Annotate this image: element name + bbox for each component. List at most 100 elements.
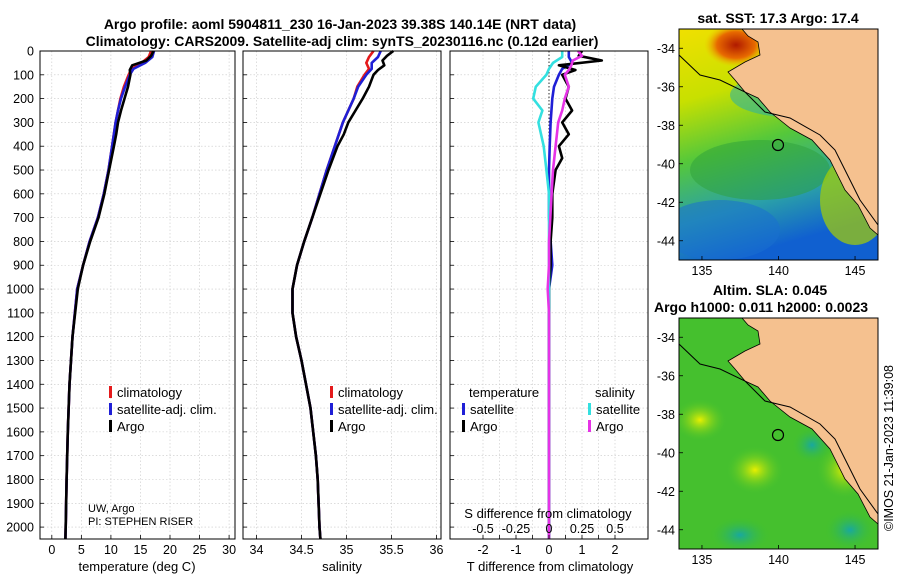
sst-lat-tick-label-2: -38 bbox=[657, 119, 675, 133]
sst-depth-contour bbox=[679, 54, 878, 226]
sst-lat-tick-label-5: -44 bbox=[657, 234, 675, 248]
legend-title-temperature: temperature bbox=[469, 385, 539, 400]
salinity-panel: 34 34.5 35 35.5 36 salinity climatology sate… bbox=[242, 49, 443, 574]
sst-map-panel: sat. SST: 17.3 Argo: 17.4 -34 -36 -38 -40 -4… bbox=[657, 10, 879, 278]
salinity-axes-frame bbox=[242, 50, 442, 540]
salinity-legend: climatology satellite-adj. clim. Argo bbox=[330, 385, 438, 434]
sst-green-patch bbox=[690, 140, 830, 200]
salinity-grid bbox=[243, 50, 441, 539]
depth-tick-label-2: 200 bbox=[13, 92, 34, 106]
depth-tick-label-9: 900 bbox=[13, 259, 34, 273]
depth-axis-ticks: 0 100 200 300 400 500 600 700 800 900 1000 1100 1200… bbox=[6, 45, 34, 535]
s-difference-tick-label-0: -0.5 bbox=[472, 522, 494, 536]
sla-map-title-line2: Argo h1000: 0.011 h2000: 0.0023 bbox=[654, 299, 868, 315]
sst-lat-tick-label-1: -36 bbox=[657, 80, 675, 94]
sla-low-blob-2 bbox=[825, 510, 875, 549]
temperature-xtick-label-2: 10 bbox=[104, 543, 118, 557]
temperature-axes-frame bbox=[39, 50, 236, 540]
temperature-xtick-label-0: 0 bbox=[48, 543, 55, 557]
temperature-axis-label: temperature (deg C) bbox=[78, 559, 195, 574]
legend-label-s-argo: Argo bbox=[596, 419, 623, 434]
depth-tick-label-12: 1200 bbox=[6, 330, 34, 344]
sla-lon-ticks: 135 140 145 bbox=[692, 545, 866, 567]
difference-panel: -2 -1 0 1 2 -0.5 -0.25 0 0.25 0.5 S difference f… bbox=[449, 50, 649, 574]
depth-tick-label-3: 300 bbox=[13, 116, 34, 130]
sla-map-title-line1: Altim. SLA: 0.045 bbox=[713, 282, 828, 298]
s-difference-axis-ticks: -0.5 -0.25 0 0.25 0.5 bbox=[472, 522, 624, 536]
depth-tick-label-0: 0 bbox=[27, 45, 34, 59]
credit-pi: PI: STEPHEN RISER bbox=[88, 516, 193, 528]
s-difference-axis-label: S difference from climatology bbox=[464, 506, 632, 521]
sla-map-field bbox=[679, 318, 878, 549]
sst-lon-tick-label-0: 135 bbox=[692, 264, 713, 278]
depth-tick-label-19: 1900 bbox=[6, 497, 34, 511]
salinity-axis-label: salinity bbox=[322, 559, 362, 574]
sla-lat-tick-label-5: -44 bbox=[657, 523, 675, 537]
salinity-series bbox=[291, 49, 395, 540]
t-difference-axis-label: T difference from climatology bbox=[467, 559, 634, 574]
legend-swatch-t-satellite bbox=[462, 403, 465, 415]
depth-tick-label-20: 2000 bbox=[6, 521, 34, 535]
figure-title-line2: Climatology: CARS2009. Satellite-adj cli… bbox=[86, 33, 599, 49]
sst-argo-location-marker bbox=[771, 138, 785, 152]
s-difference-tick-label-1: -0.25 bbox=[502, 522, 531, 536]
temperature-plot-area bbox=[40, 51, 235, 539]
salinity-xtick-label-1: 34.5 bbox=[289, 543, 313, 557]
sst-lon-ticks: 135 140 145 bbox=[692, 256, 866, 278]
temperature-xtick-label-4: 20 bbox=[163, 543, 177, 557]
depth-tick-label-1: 100 bbox=[13, 68, 34, 82]
depth-tick-label-7: 700 bbox=[13, 211, 34, 225]
difference-series-3 bbox=[546, 50, 584, 539]
depth-tick-label-8: 800 bbox=[13, 235, 34, 249]
legend-swatch-satellite-adj-clim-2 bbox=[330, 403, 333, 415]
sst-lon-tick-label-1: 140 bbox=[768, 264, 789, 278]
sst-lat-ticks: -34 -36 -38 -40 -42 -44 bbox=[657, 42, 683, 248]
legend-label-t-argo: Argo bbox=[470, 419, 497, 434]
sla-lat-ticks: -34 -36 -38 -40 -42 -44 bbox=[657, 331, 683, 537]
sst-lat-tick-label-3: -40 bbox=[657, 157, 675, 171]
s-difference-tick-label-2: 0 bbox=[546, 522, 553, 536]
legend-swatch-argo-2 bbox=[330, 420, 333, 432]
sla-lon-tick-label-0: 135 bbox=[692, 553, 713, 567]
depth-tick-label-16: 1600 bbox=[6, 425, 34, 439]
legend-label-argo: Argo bbox=[117, 419, 144, 434]
sla-high-blob-1 bbox=[679, 398, 728, 442]
salinity-xtick-label-0: 34 bbox=[250, 543, 264, 557]
sla-lat-tick-label-1: -36 bbox=[657, 369, 675, 383]
sla-high-blob-2 bbox=[725, 445, 785, 495]
legend-swatch-climatology-2 bbox=[330, 386, 333, 398]
temperature-xtick-label-3: 15 bbox=[134, 543, 148, 557]
sla-depth-contour bbox=[679, 343, 878, 515]
depth-tick-label-17: 1700 bbox=[6, 449, 34, 463]
sla-lat-tick-label-2: -38 bbox=[657, 408, 675, 422]
credit-institution: UW, Argo bbox=[88, 503, 134, 515]
difference-xtick-label-6: 1 bbox=[579, 543, 586, 557]
depth-tick-label-5: 500 bbox=[13, 164, 34, 178]
depth-tick-label-10: 1000 bbox=[6, 283, 34, 297]
sst-cold-patch bbox=[679, 200, 780, 260]
temperature-series-2 bbox=[64, 50, 155, 540]
temperature-xtick-label-1: 5 bbox=[78, 543, 85, 557]
sst-map-title: sat. SST: 17.3 Argo: 17.4 bbox=[697, 10, 859, 26]
temperature-series bbox=[64, 50, 156, 540]
temperature-axis-ticks: 0 5 10 15 20 25 30 bbox=[48, 535, 236, 557]
legend-swatch-argo bbox=[109, 420, 112, 432]
salinity-axis-ticks: 34 34.5 35 35.5 36 bbox=[250, 535, 443, 557]
temperature-xtick-label-6: 30 bbox=[222, 543, 236, 557]
depth-tick-label-15: 1500 bbox=[6, 402, 34, 416]
temperature-panel: 0100200300400500600700800900100011001200… bbox=[6, 45, 236, 575]
s-difference-tick-label-3: 0.25 bbox=[570, 522, 594, 536]
depth-tick-label-13: 1300 bbox=[6, 354, 34, 368]
legend-label-satellite-adj-clim: satellite-adj. clim. bbox=[117, 402, 217, 417]
depth-tick-label-11: 1100 bbox=[7, 306, 34, 320]
sst-lat-tick-label-0: -34 bbox=[657, 42, 675, 56]
legend-swatch-climatology bbox=[109, 386, 112, 398]
sst-lon-tick-label-2: 145 bbox=[845, 264, 866, 278]
sla-lat-tick-label-3: -40 bbox=[657, 446, 675, 460]
legend-title-salinity: salinity bbox=[595, 385, 635, 400]
legend-label-climatology: climatology bbox=[117, 385, 183, 400]
depth-tick-label-6: 600 bbox=[13, 187, 34, 201]
sla-lat-tick-label-0: -34 bbox=[657, 331, 675, 345]
sla-lon-tick-label-1: 140 bbox=[768, 553, 789, 567]
